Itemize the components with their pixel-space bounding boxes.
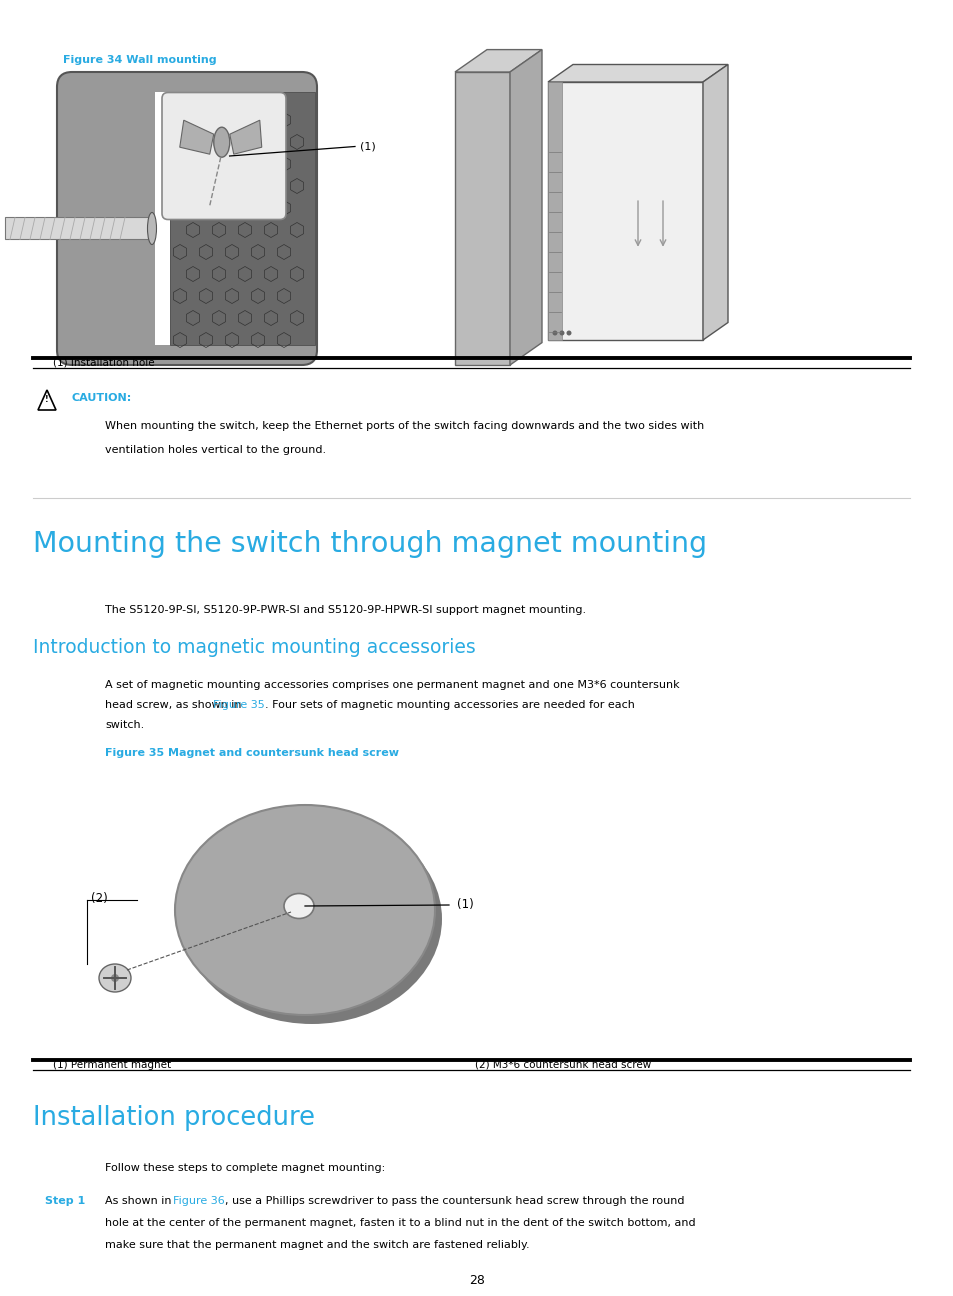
FancyBboxPatch shape xyxy=(57,73,316,365)
Bar xyxy=(547,82,561,340)
Text: CAUTION:: CAUTION: xyxy=(71,393,132,403)
Circle shape xyxy=(558,330,564,336)
Text: make sure that the permanent magnet and the switch are fastened reliably.: make sure that the permanent magnet and … xyxy=(105,1240,529,1251)
Bar xyxy=(154,92,170,345)
Polygon shape xyxy=(179,121,213,154)
Text: , use a Phillips screwdriver to pass the countersunk head screw through the roun: , use a Phillips screwdriver to pass the… xyxy=(225,1196,684,1207)
Text: Figure 35 Magnet and countersunk head screw: Figure 35 Magnet and countersunk head sc… xyxy=(105,748,398,758)
Text: (1) Installation hole: (1) Installation hole xyxy=(53,358,154,368)
Circle shape xyxy=(566,330,571,336)
Ellipse shape xyxy=(213,127,230,157)
Polygon shape xyxy=(547,65,727,82)
Text: head screw, as shown in: head screw, as shown in xyxy=(105,700,245,710)
Polygon shape xyxy=(455,49,541,73)
Text: switch.: switch. xyxy=(105,721,144,730)
Text: 28: 28 xyxy=(469,1274,484,1287)
Bar xyxy=(455,73,510,365)
Text: As shown in: As shown in xyxy=(105,1196,174,1207)
Text: Mounting the switch through magnet mounting: Mounting the switch through magnet mount… xyxy=(33,530,706,559)
Text: hole at the center of the permanent magnet, fasten it to a blind nut in the dent: hole at the center of the permanent magn… xyxy=(105,1218,695,1229)
Text: Introduction to magnetic mounting accessories: Introduction to magnetic mounting access… xyxy=(33,638,476,657)
Text: (1): (1) xyxy=(359,141,375,152)
Text: A set of magnetic mounting accessories comprises one permanent magnet and one M3: A set of magnetic mounting accessories c… xyxy=(105,680,679,689)
Text: (2): (2) xyxy=(91,892,108,905)
Bar xyxy=(5,218,150,240)
Bar xyxy=(547,82,702,340)
Text: (2) M3*6 countersunk head screw: (2) M3*6 countersunk head screw xyxy=(475,1060,651,1070)
FancyBboxPatch shape xyxy=(162,92,286,219)
Ellipse shape xyxy=(284,893,314,919)
Text: (1) Permanent magnet: (1) Permanent magnet xyxy=(53,1060,171,1070)
Text: Step 1: Step 1 xyxy=(45,1196,85,1207)
Text: ventilation holes vertical to the ground.: ventilation holes vertical to the ground… xyxy=(105,445,326,455)
Circle shape xyxy=(111,975,119,982)
Text: Figure 34 Wall mounting: Figure 34 Wall mounting xyxy=(63,54,216,65)
Ellipse shape xyxy=(99,964,131,991)
Text: Figure 35: Figure 35 xyxy=(213,700,265,710)
Text: Installation procedure: Installation procedure xyxy=(33,1105,314,1131)
Polygon shape xyxy=(702,65,727,340)
Text: Follow these steps to complete magnet mounting:: Follow these steps to complete magnet mo… xyxy=(105,1163,385,1173)
Circle shape xyxy=(552,330,557,336)
Text: When mounting the switch, keep the Ethernet ports of the switch facing downwards: When mounting the switch, keep the Ether… xyxy=(105,421,703,432)
Bar xyxy=(170,92,314,345)
Polygon shape xyxy=(510,49,541,365)
Ellipse shape xyxy=(182,814,441,1024)
Text: Figure 36: Figure 36 xyxy=(172,1196,225,1207)
Polygon shape xyxy=(230,121,261,154)
Ellipse shape xyxy=(174,805,435,1015)
Text: The S5120-9P-SI, S5120-9P-PWR-SI and S5120-9P-HPWR-SI support magnet mounting.: The S5120-9P-SI, S5120-9P-PWR-SI and S51… xyxy=(105,605,585,616)
Ellipse shape xyxy=(148,213,156,245)
Text: (1): (1) xyxy=(456,898,474,911)
Text: . Four sets of magnetic mounting accessories are needed for each: . Four sets of magnetic mounting accesso… xyxy=(265,700,634,710)
Text: !: ! xyxy=(45,395,49,404)
